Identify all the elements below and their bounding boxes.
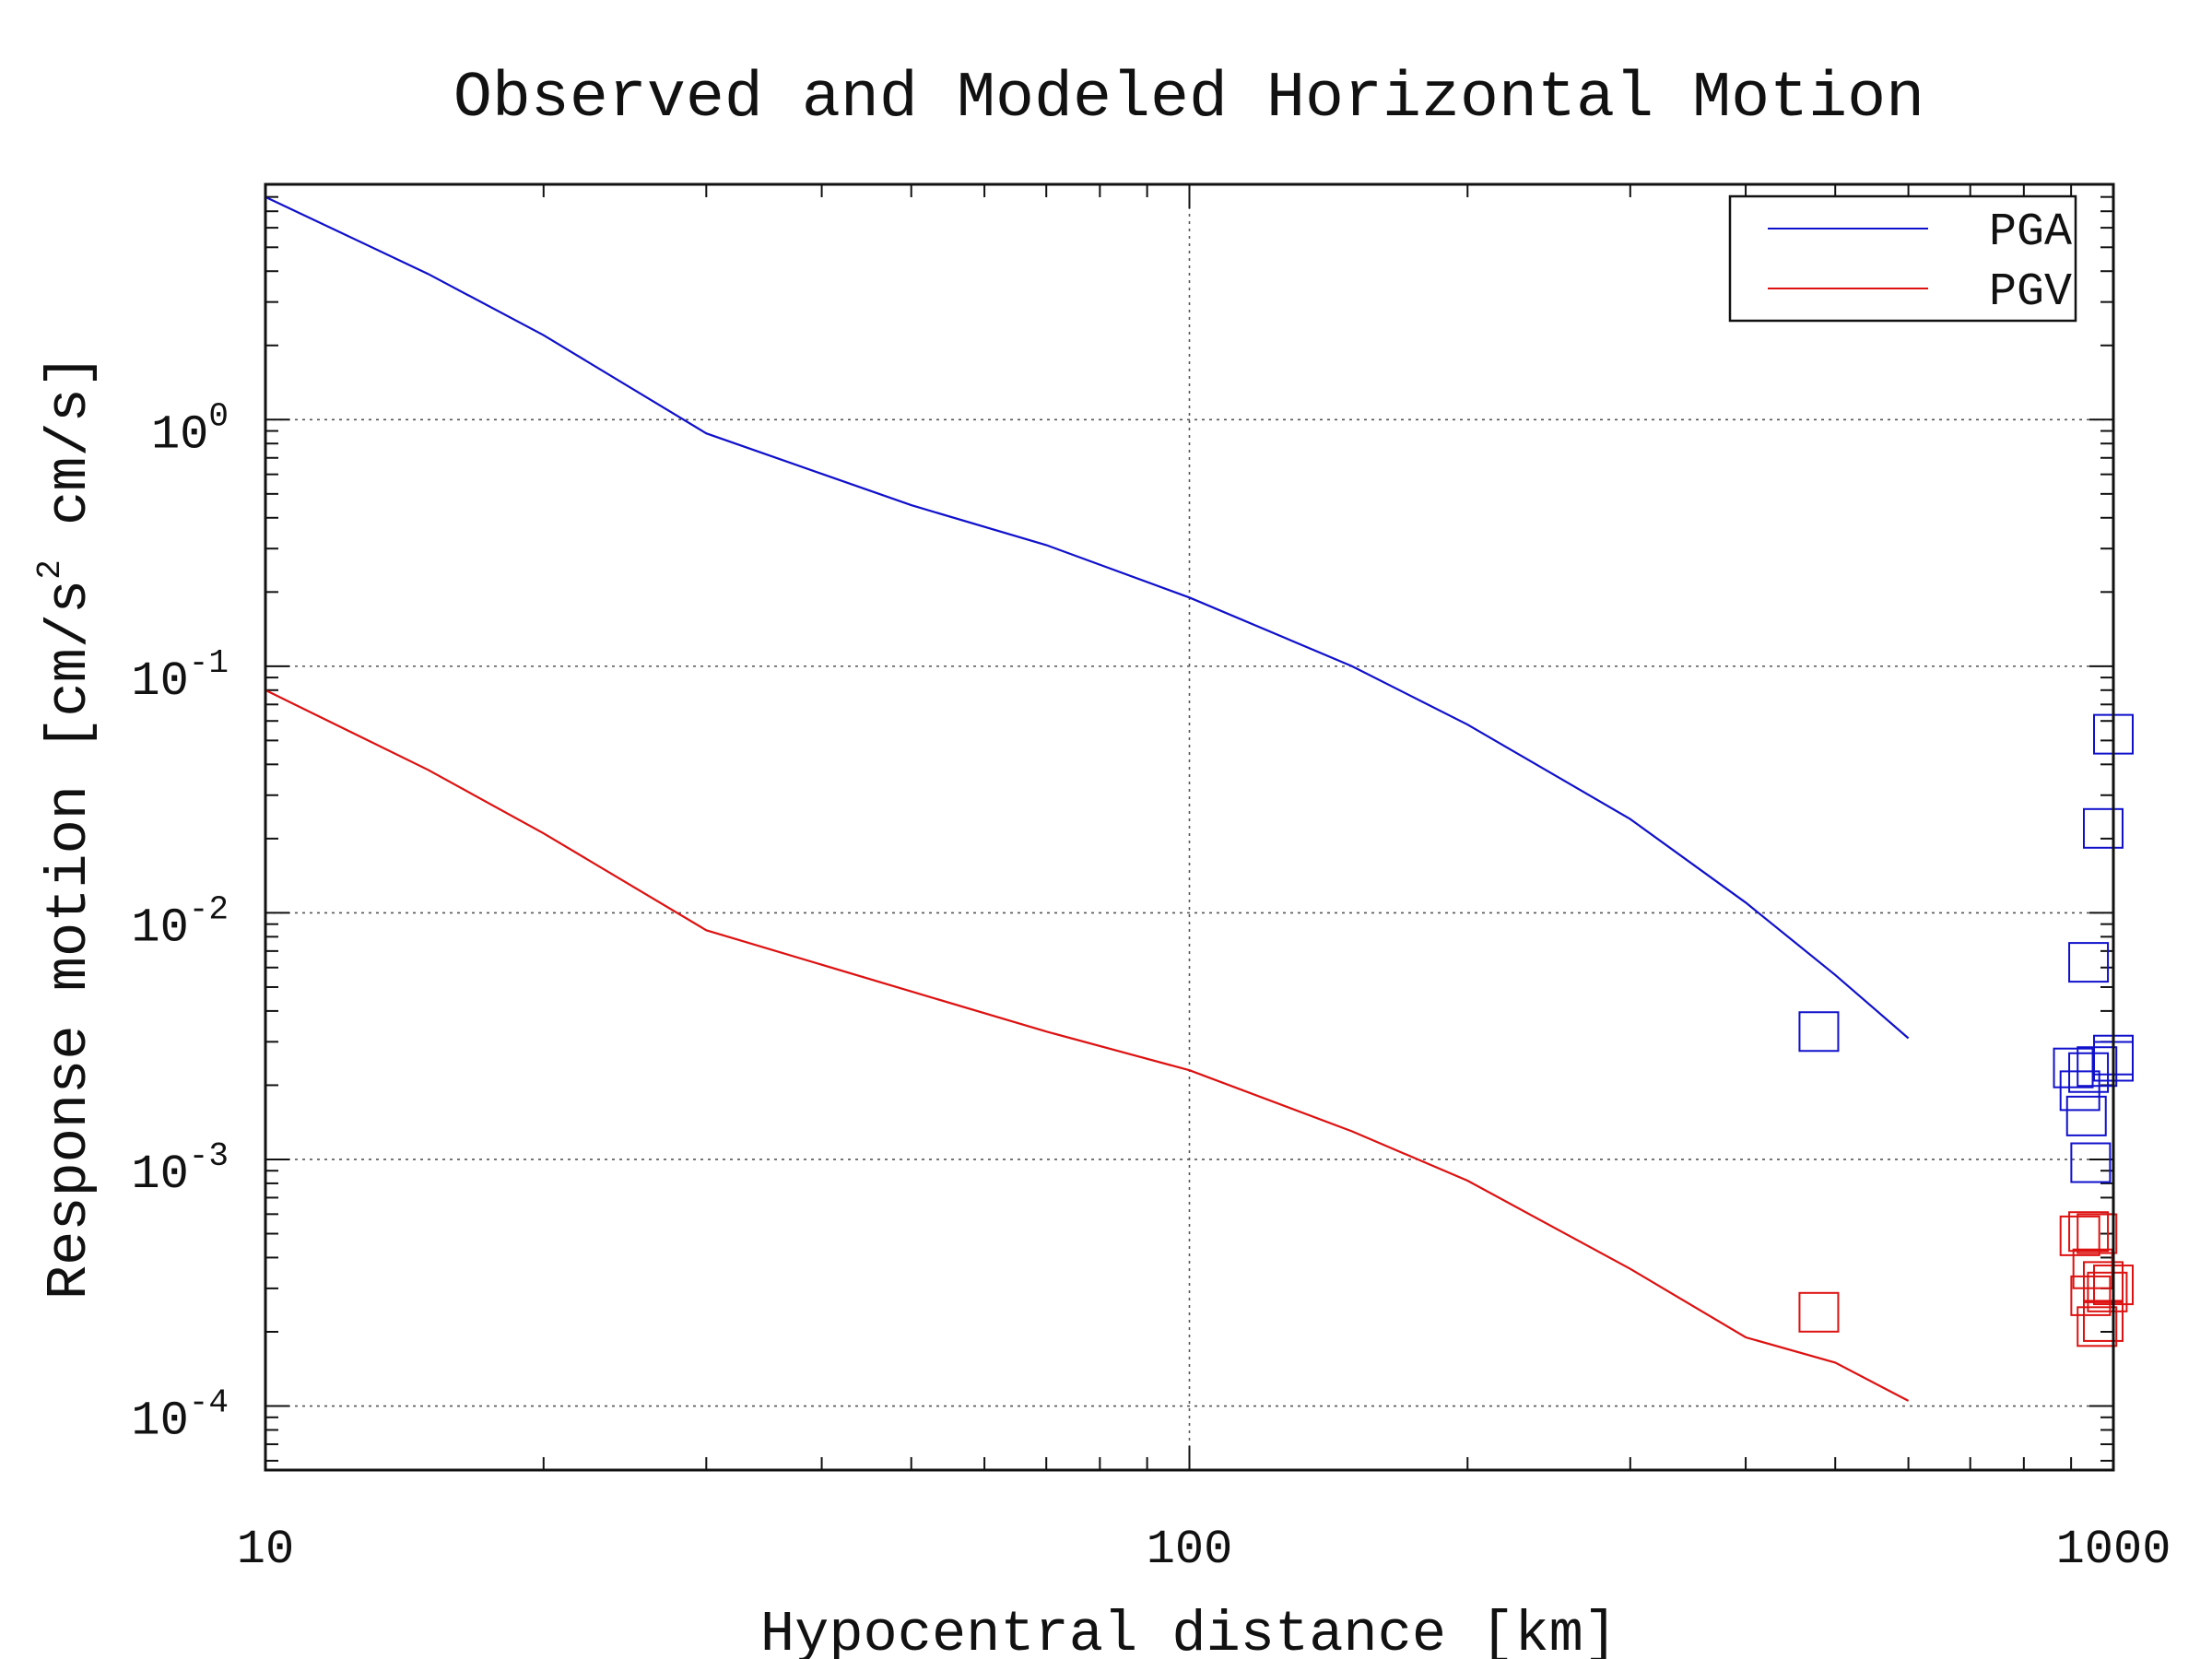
pgv-observed-marker [2087,1271,2128,1312]
y-tick-label-base: 10 [131,900,188,955]
legend-label-pgv: PGV [1989,266,2072,319]
x-tick-label: 10 [237,1523,294,1577]
x-axis-label: Hypocentral distance [km] [760,1602,1618,1659]
plot-frame [264,182,2115,1472]
model-curves [265,195,1910,1402]
pgv-observed-marker [2082,1300,2124,1342]
pga-observed-marker [2070,1142,2112,1183]
y-tick-label: 10-3 [131,1137,229,1202]
legend-box [1728,194,2077,323]
y-tick-label-base: 10 [131,1394,188,1449]
pga-model-curve [265,195,1910,1040]
pga-observed-marker [2082,807,2124,849]
pga-observed-marker [1798,1011,1840,1053]
pga-observed-marker [2065,1095,2107,1136]
pga-observed-marker [2077,1046,2118,1088]
y-tick-label-exponent: 0 [208,397,229,435]
y-tick-label: 10-1 [131,644,229,709]
pgv-observed-marker [2059,1215,2100,1256]
x-tick-label: 1000 [2056,1523,2171,1577]
pgv-observed-marker [2082,1261,2124,1302]
y-tick-label: 10-4 [131,1384,229,1449]
x-tick-label: 100 [1147,1523,1233,1577]
y-tick-label: 10-2 [131,890,229,955]
grid [265,184,2113,1470]
pga-observed-marker [2068,1052,2110,1093]
pga-observed-marker [2053,1047,2094,1088]
y-tick-label-exponent: -2 [189,890,229,928]
y-tick-label-exponent: -3 [189,1137,229,1175]
pgv-observed-marker [2070,1275,2112,1316]
chart-title: Observed and Modeled Horizontal Motion [453,63,1924,135]
y-axis-label-rest: cm/s] [37,354,102,559]
pgv-observed-marker [2077,1213,2118,1254]
y-tick-label-base: 10 [131,654,188,709]
pgv-observed-marker [1798,1291,1840,1333]
y-tick-label: 100 [151,397,229,462]
y-axis-label: Response motion [cm/s2 cm/s] [31,354,102,1300]
pgv-observed-marker [2068,1211,2110,1253]
pga-observed-marker [2059,1070,2100,1112]
y-axis-label-main: Response motion [cm/s [37,580,102,1300]
legend: PGA PGV [1728,194,2077,323]
x-tick-labels: 10 100 1000 [237,1523,2171,1577]
legend-label-pga: PGA [1989,206,2072,259]
y-axis-label-superscript: 2 [31,559,69,580]
y-tick-label-exponent: -1 [189,644,229,682]
y-tick-label-base: 10 [151,407,208,462]
y-tick-label-base: 10 [131,1147,188,1202]
pgv-model-curve [265,688,1910,1402]
y-tick-label-exponent: -4 [189,1384,229,1422]
pga-observed-marker [2068,942,2110,983]
pgv-observed-marker [2077,1306,2118,1347]
